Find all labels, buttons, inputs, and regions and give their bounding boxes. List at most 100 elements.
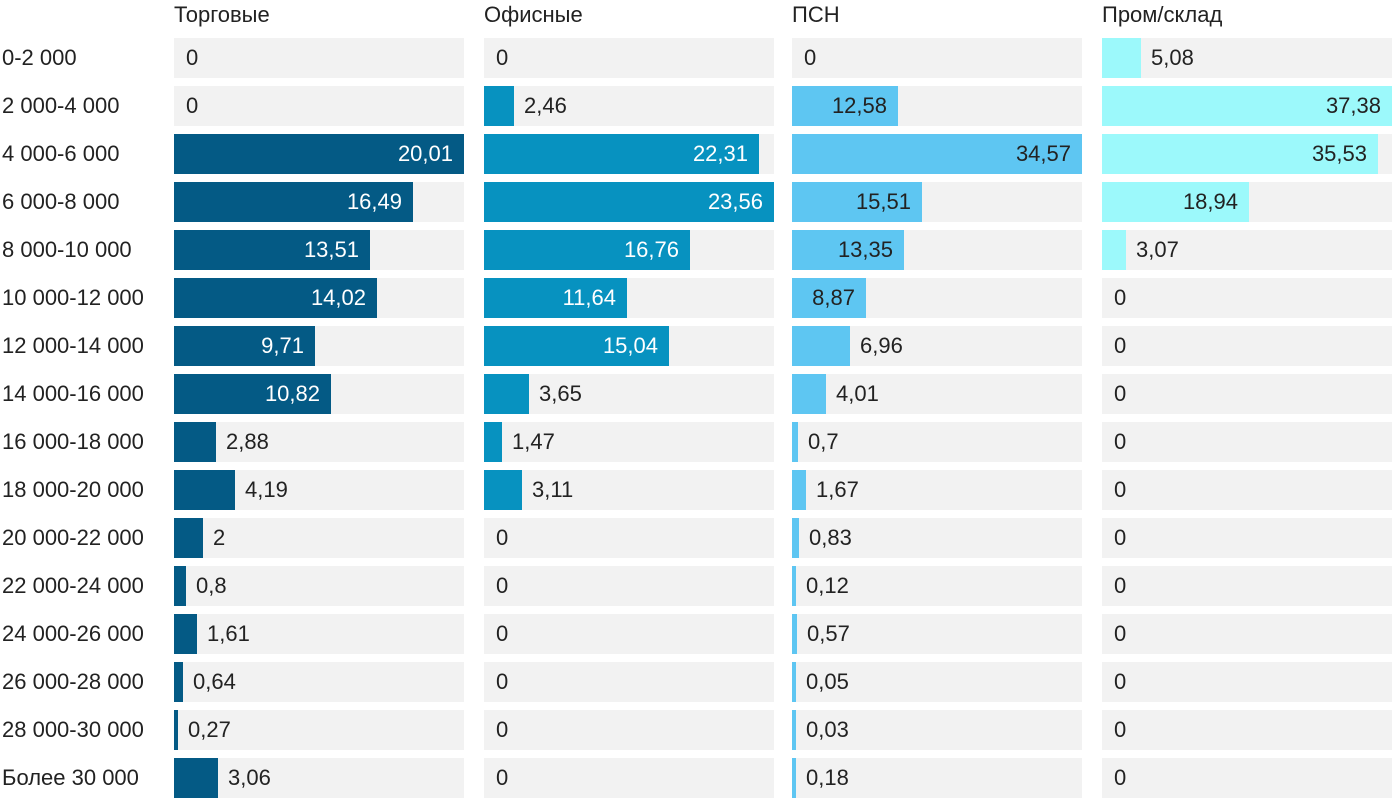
- data-label: 16,49: [346, 189, 402, 214]
- bar: [174, 230, 370, 270]
- data-label: 4,01: [836, 381, 879, 406]
- bar: [792, 86, 898, 126]
- data-label: 0,64: [193, 669, 236, 694]
- bar: [792, 470, 806, 510]
- data-label: 0,7: [808, 429, 839, 454]
- data-label: 2,88: [226, 429, 269, 454]
- bar: [1102, 38, 1141, 78]
- bar: [174, 182, 413, 222]
- bar-track: 0: [174, 86, 464, 126]
- bar: [484, 86, 514, 126]
- data-label: 20,01: [397, 141, 453, 166]
- bar-track: 0: [484, 518, 774, 558]
- bar: [174, 134, 464, 174]
- category-label: 18 000-20 000: [2, 477, 144, 502]
- bar-track: 0: [1102, 422, 1392, 462]
- bar-track: 5,08: [1102, 38, 1392, 78]
- bar: [484, 278, 627, 318]
- bar: [484, 326, 669, 366]
- bar: [174, 710, 178, 750]
- bar-track: 3,07: [1102, 230, 1392, 270]
- data-label: 16,76: [623, 237, 679, 262]
- data-label: 0: [496, 669, 509, 694]
- bar: [792, 662, 796, 702]
- data-label: 18,94: [1182, 189, 1238, 214]
- bar-track: 18,94: [1102, 182, 1392, 222]
- data-label: 15,04: [602, 333, 658, 358]
- bar-track: 12,58: [792, 86, 1082, 126]
- bar: [484, 470, 522, 510]
- bar: [792, 278, 866, 318]
- data-label: 1,47: [512, 429, 555, 454]
- data-label: 0,83: [809, 525, 852, 550]
- bar: [1102, 230, 1126, 270]
- data-label: 15,51: [855, 189, 911, 214]
- bar: [792, 710, 796, 750]
- bar-track: 0: [484, 614, 774, 654]
- bar-track: 0,05: [792, 662, 1082, 702]
- bar-track: 1,47: [484, 422, 774, 462]
- category-label: 26 000-28 000: [2, 669, 144, 694]
- data-label: 0: [496, 525, 509, 550]
- data-label: 0: [496, 573, 509, 598]
- bar: [174, 278, 377, 318]
- bar-track: 3,06: [174, 758, 464, 798]
- data-label: 23,56: [707, 189, 763, 214]
- bar-track: 22,31: [484, 134, 774, 174]
- bar-track: 0: [1102, 518, 1392, 558]
- bar-track: 2,46: [484, 86, 774, 126]
- data-label: 2,46: [524, 93, 567, 118]
- data-label: 5,08: [1151, 45, 1194, 70]
- bar-track: 1,67: [792, 470, 1082, 510]
- data-label: 37,38: [1325, 93, 1381, 118]
- bar-track: 0: [174, 38, 464, 78]
- data-label: 9,71: [261, 333, 304, 358]
- bar-track: 0: [484, 710, 774, 750]
- bar: [792, 182, 922, 222]
- data-label: 8,87: [812, 285, 855, 310]
- data-label: 0,57: [807, 621, 850, 646]
- data-label: 0: [1114, 669, 1127, 694]
- data-label: 0,8: [196, 573, 227, 598]
- category-label: 28 000-30 000: [2, 717, 144, 742]
- data-label: 0,12: [806, 573, 849, 598]
- bar-track: 3,65: [484, 374, 774, 414]
- data-label: 35,53: [1311, 141, 1367, 166]
- series-title: Офисные: [484, 2, 583, 27]
- bar: [792, 758, 796, 798]
- bar-track: 15,04: [484, 326, 774, 366]
- bar-track: 9,71: [174, 326, 464, 366]
- bar: [174, 422, 216, 462]
- category-label: 6 000-8 000: [2, 189, 120, 214]
- data-label: 3,07: [1136, 237, 1179, 262]
- bar-track: 11,64: [484, 278, 774, 318]
- data-label: 0: [1114, 765, 1127, 790]
- category-label: 2 000-4 000: [2, 93, 120, 118]
- bar-track: 20,01: [174, 134, 464, 174]
- category-label: 0-2 000: [2, 45, 77, 70]
- series-title: Пром/склад: [1102, 2, 1223, 27]
- bar: [792, 566, 796, 606]
- bar: [174, 374, 331, 414]
- bar-track: 4,19: [174, 470, 464, 510]
- category-label: 4 000-6 000: [2, 141, 120, 166]
- category-label: 14 000-16 000: [2, 381, 144, 406]
- data-label: 0: [1114, 621, 1127, 646]
- bar-track: 3,11: [484, 470, 774, 510]
- data-label: 11,64: [562, 285, 616, 310]
- data-label: 3,06: [228, 765, 271, 790]
- data-label: 0: [186, 93, 199, 118]
- bar: [792, 230, 904, 270]
- bar-track: 0: [484, 566, 774, 606]
- bar: [1102, 182, 1249, 222]
- data-label: 13,35: [837, 237, 893, 262]
- bar-track: 0: [1102, 614, 1392, 654]
- bar-track: 0: [484, 38, 774, 78]
- data-label: 1,67: [816, 477, 859, 502]
- data-label: 3,65: [539, 381, 582, 406]
- series-title: ПСН: [792, 2, 840, 27]
- bar-track: 16,49: [174, 182, 464, 222]
- bar: [484, 134, 759, 174]
- category-label: 8 000-10 000: [2, 237, 132, 262]
- data-label: 0,18: [806, 765, 849, 790]
